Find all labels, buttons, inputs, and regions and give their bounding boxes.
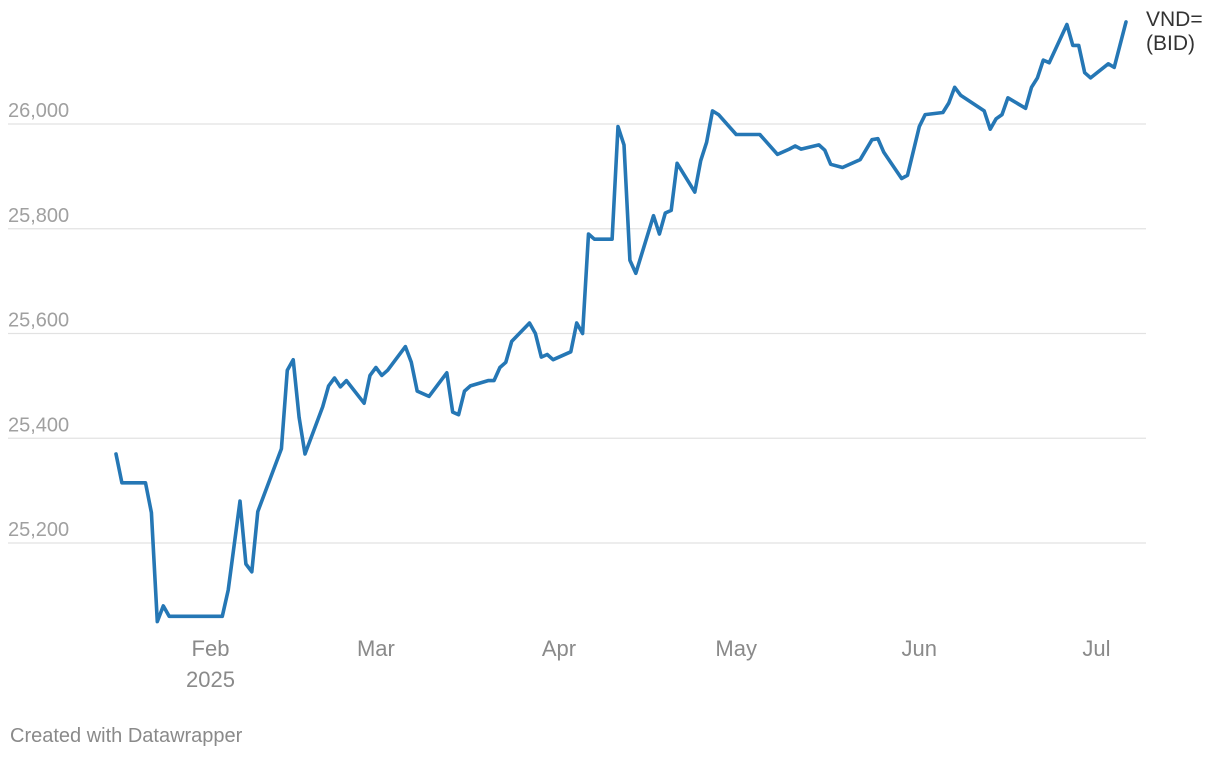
x-tick-label: Apr	[542, 636, 576, 661]
x-axis: Feb 2025 Mar Apr May Jun Jul	[186, 636, 1111, 692]
series-label: (BID)	[1146, 32, 1195, 55]
x-tick-label: Mar	[357, 636, 395, 661]
gridlines	[8, 123, 1146, 544]
x-tick-label: Jul	[1082, 636, 1110, 661]
x-tick-label: May	[715, 636, 757, 661]
series-line	[114, 20, 1128, 624]
y-tick-label: 25,400	[8, 414, 69, 436]
series-group: VND=(BID)	[114, 8, 1203, 624]
series-label: VND=	[1146, 8, 1203, 31]
x-tick-label: Feb	[192, 636, 230, 661]
y-tick-label: 25,600	[8, 310, 69, 332]
credit-text: Created with Datawrapper	[10, 725, 243, 747]
x-tick-label: Jun	[902, 636, 937, 661]
y-tick-label: 26,000	[8, 100, 69, 122]
x-tick-sublabel: 2025	[186, 667, 235, 692]
y-tick-label: 25,200	[8, 519, 69, 541]
line-chart: 26,000 25,800 25,600 25,400 25,200 Feb 2025 Ma…	[8, 8, 1203, 692]
y-axis: 26,000 25,800 25,600 25,400 25,200	[8, 100, 69, 541]
y-tick-label: 25,800	[8, 205, 69, 227]
